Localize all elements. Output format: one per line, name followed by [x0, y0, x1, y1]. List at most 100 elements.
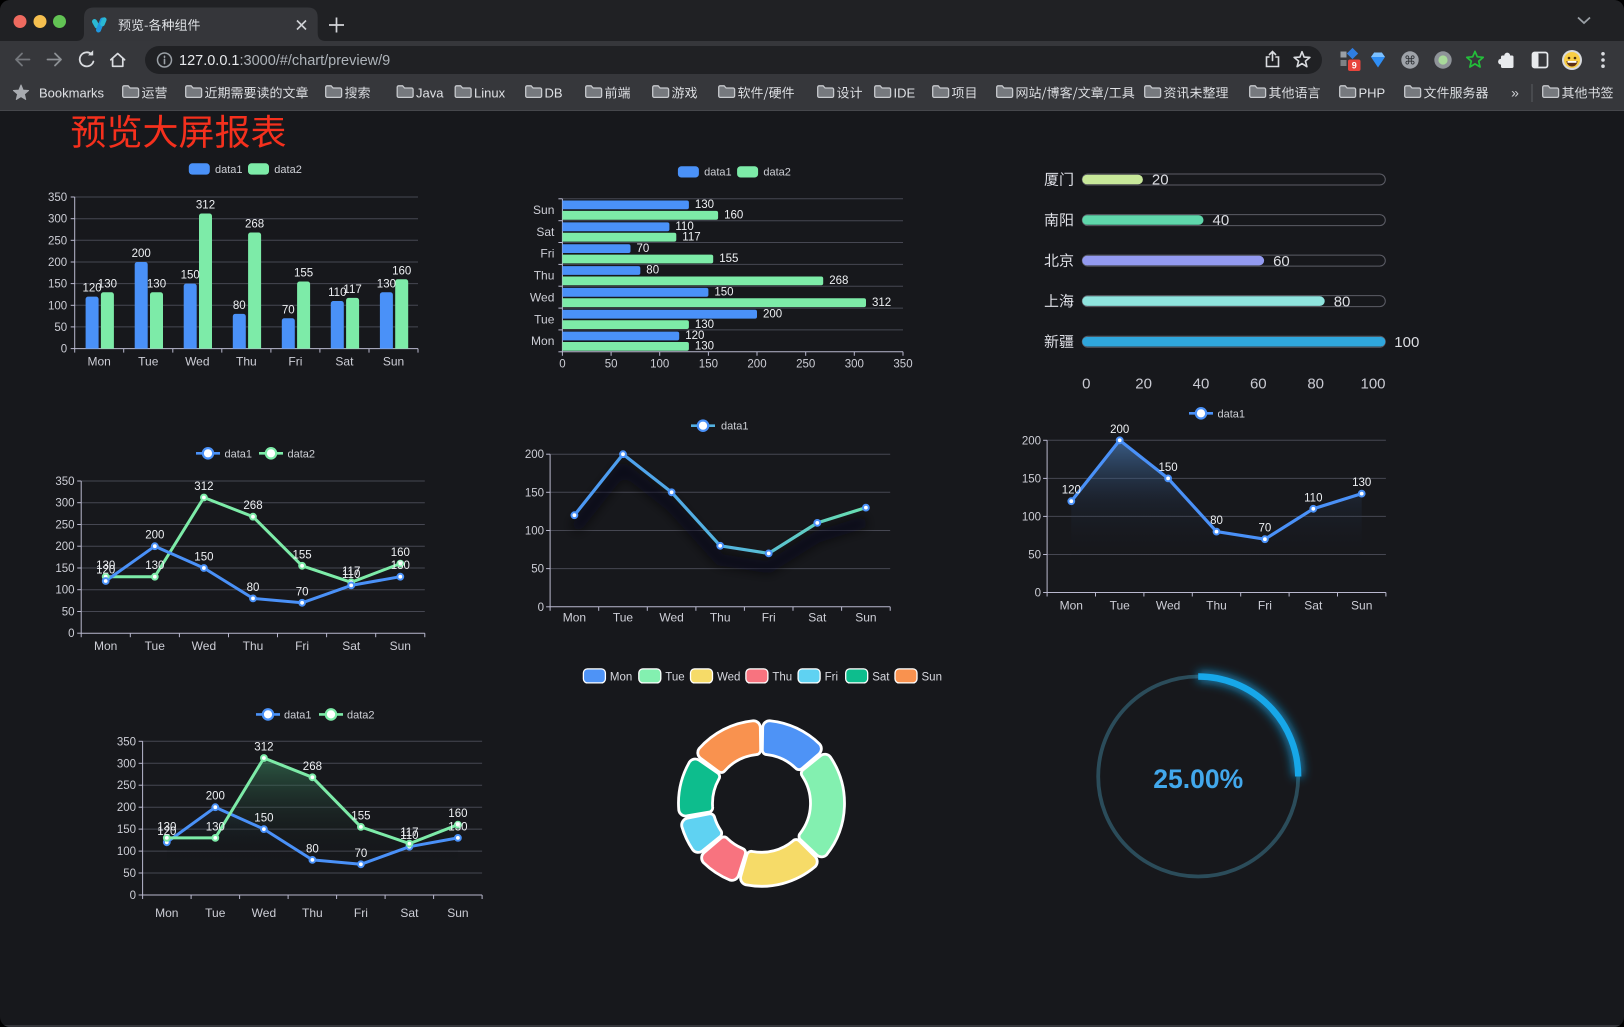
svg-text:117: 117: [682, 231, 700, 243]
svg-text:Tue: Tue: [613, 611, 634, 625]
svg-text:70: 70: [1259, 523, 1272, 535]
svg-text:100: 100: [55, 585, 74, 597]
svg-text:Fri: Fri: [825, 671, 838, 683]
svg-text:155: 155: [293, 549, 312, 561]
svg-text:130: 130: [695, 319, 714, 331]
svg-text:100: 100: [48, 300, 67, 312]
svg-text:100: 100: [1394, 334, 1419, 351]
svg-text:50: 50: [605, 359, 618, 371]
svg-text:350: 350: [893, 359, 912, 371]
svg-text:Thu: Thu: [772, 671, 792, 683]
svg-text:Linux: Linux: [474, 85, 506, 100]
svg-text:117: 117: [342, 566, 360, 578]
svg-text:data2: data2: [763, 167, 791, 179]
svg-text:60: 60: [1250, 376, 1267, 393]
svg-text:312: 312: [196, 200, 215, 212]
svg-text:150: 150: [254, 813, 273, 825]
svg-text:117: 117: [400, 827, 418, 839]
svg-text:150: 150: [699, 359, 718, 371]
svg-text:20: 20: [1135, 376, 1152, 393]
svg-text:120: 120: [83, 283, 102, 295]
svg-text:130: 130: [157, 821, 176, 833]
svg-text:100: 100: [1360, 376, 1385, 393]
svg-text:300: 300: [845, 359, 864, 371]
svg-text:80: 80: [233, 300, 246, 312]
svg-text:200: 200: [747, 359, 766, 371]
svg-text:Fri: Fri: [1258, 598, 1272, 612]
svg-text:110: 110: [400, 830, 418, 842]
svg-text:Fri: Fri: [295, 639, 309, 653]
svg-text:Java: Java: [416, 85, 444, 100]
svg-text:Sun: Sun: [1351, 598, 1372, 612]
svg-text:80: 80: [1334, 293, 1351, 310]
svg-text:data2: data2: [347, 709, 375, 721]
svg-text:312: 312: [194, 481, 213, 493]
svg-text:268: 268: [829, 275, 848, 287]
svg-text:0: 0: [68, 628, 74, 640]
svg-text:70: 70: [296, 586, 309, 598]
svg-text:160: 160: [391, 547, 410, 559]
svg-text:300: 300: [55, 498, 74, 510]
svg-text:250: 250: [117, 780, 136, 792]
svg-text:110: 110: [328, 287, 346, 299]
svg-text:130: 130: [145, 560, 164, 572]
svg-text:Sat: Sat: [342, 639, 361, 653]
svg-text:150: 150: [525, 487, 544, 499]
svg-text:Fri: Fri: [762, 611, 776, 625]
svg-text:50: 50: [1028, 550, 1041, 562]
svg-text:data1: data1: [225, 448, 253, 460]
svg-text:Mon: Mon: [155, 906, 178, 920]
svg-text:Wed: Wed: [717, 671, 740, 683]
svg-text:130: 130: [391, 560, 410, 572]
svg-text:Sat: Sat: [536, 225, 555, 239]
svg-text:70: 70: [637, 243, 650, 255]
svg-text:80: 80: [1210, 515, 1223, 527]
svg-text:100: 100: [1022, 511, 1041, 523]
svg-text:Wed: Wed: [659, 611, 683, 625]
svg-text:data1: data1: [1218, 408, 1246, 420]
svg-text:150: 150: [48, 279, 67, 291]
svg-text:⌘: ⌘: [1404, 53, 1416, 67]
svg-text:0: 0: [559, 359, 565, 371]
svg-text:100: 100: [117, 846, 136, 858]
svg-text:data2: data2: [288, 448, 316, 460]
svg-text:50: 50: [123, 868, 136, 880]
svg-text:70: 70: [355, 848, 368, 860]
svg-text:200: 200: [55, 541, 74, 553]
svg-text:Fri: Fri: [288, 355, 302, 369]
svg-text:data2: data2: [274, 164, 302, 176]
svg-text:150: 150: [194, 552, 213, 564]
svg-text:40: 40: [1213, 212, 1230, 229]
svg-text:150: 150: [117, 824, 136, 836]
svg-text:20: 20: [1152, 172, 1169, 189]
svg-text:Mon: Mon: [610, 671, 632, 683]
svg-text:80: 80: [1307, 376, 1324, 393]
svg-text:Sun: Sun: [447, 906, 468, 920]
svg-text:0: 0: [1082, 376, 1090, 393]
svg-text:150: 150: [1022, 473, 1041, 485]
svg-text:268: 268: [243, 500, 262, 512]
svg-text:Sat: Sat: [872, 671, 890, 683]
svg-text:Sun: Sun: [855, 611, 876, 625]
svg-text:Sun: Sun: [390, 639, 411, 653]
svg-text:110: 110: [1304, 492, 1322, 504]
svg-text:150: 150: [1159, 462, 1178, 474]
svg-text:150: 150: [714, 287, 733, 299]
svg-text:Wed: Wed: [252, 906, 276, 920]
svg-text:Bookmarks: Bookmarks: [39, 85, 105, 100]
svg-text:120: 120: [157, 826, 176, 838]
svg-text:Mon: Mon: [563, 611, 586, 625]
svg-text:110: 110: [675, 221, 693, 233]
svg-text:150: 150: [181, 270, 200, 282]
svg-text:Wed: Wed: [185, 355, 209, 369]
svg-text:Mon: Mon: [88, 355, 111, 369]
svg-text:150: 150: [55, 563, 74, 575]
svg-text:Mon: Mon: [94, 639, 117, 653]
svg-text:data1: data1: [215, 164, 243, 176]
svg-text:250: 250: [48, 235, 67, 247]
svg-text:120: 120: [1062, 485, 1081, 497]
svg-text:120: 120: [685, 330, 704, 342]
svg-text:300: 300: [48, 214, 67, 226]
svg-text:9: 9: [1352, 61, 1357, 71]
svg-text:Thu: Thu: [302, 906, 323, 920]
